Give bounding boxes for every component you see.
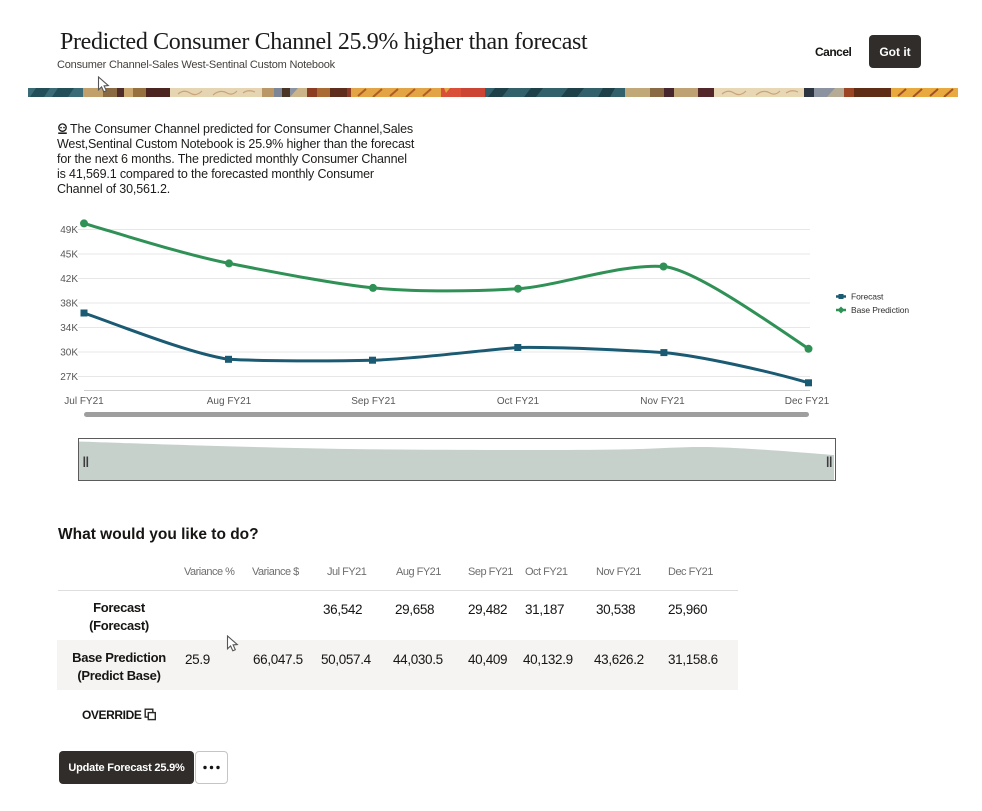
svg-text:34K: 34K bbox=[60, 323, 78, 334]
svg-text:Forecast: Forecast bbox=[851, 292, 884, 302]
svg-text:Dec FY21: Dec FY21 bbox=[785, 396, 830, 407]
svg-text:Base Prediction: Base Prediction bbox=[851, 305, 909, 315]
svg-text:30K: 30K bbox=[60, 348, 78, 359]
svg-text:Oct FY21: Oct FY21 bbox=[497, 396, 540, 407]
svg-text:Jul FY21: Jul FY21 bbox=[64, 396, 104, 407]
svg-text:Aug FY21: Aug FY21 bbox=[207, 396, 252, 407]
svg-text:27K: 27K bbox=[60, 372, 78, 383]
svg-text:38K: 38K bbox=[60, 299, 78, 310]
svg-text:45K: 45K bbox=[60, 250, 78, 261]
svg-text:Nov FY21: Nov FY21 bbox=[640, 396, 685, 407]
svg-text:42K: 42K bbox=[60, 274, 78, 285]
svg-text:Sep FY21: Sep FY21 bbox=[351, 396, 396, 407]
svg-text:49K: 49K bbox=[60, 225, 78, 236]
